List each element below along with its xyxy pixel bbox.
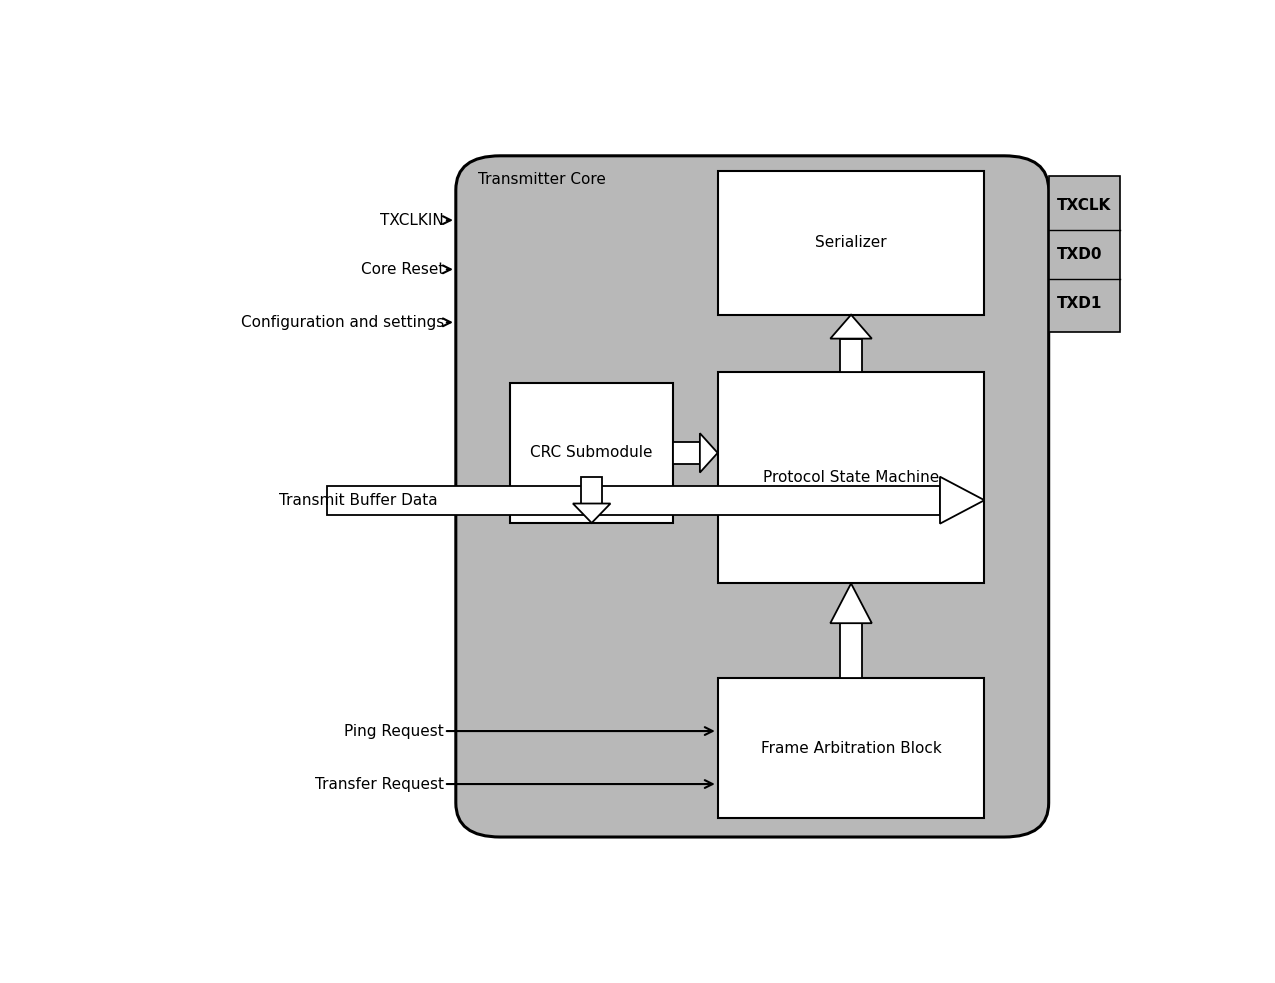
Polygon shape [673, 442, 700, 464]
Text: Transmitter Core: Transmitter Core [478, 172, 606, 188]
Bar [1048, 176, 1119, 332]
Text: Transfer Request: Transfer Request [315, 777, 444, 791]
Text: Configuration and settings: Configuration and settings [241, 315, 444, 330]
Bar [718, 372, 984, 584]
Text: Transmit Buffer Data: Transmit Buffer Data [279, 492, 439, 507]
FancyBboxPatch shape [456, 155, 1048, 838]
Polygon shape [700, 434, 718, 473]
Text: TXD1: TXD1 [1057, 296, 1102, 311]
Polygon shape [840, 623, 862, 678]
Text: TXCLK: TXCLK [1057, 198, 1111, 212]
Text: TXD0: TXD0 [1057, 247, 1102, 261]
Polygon shape [940, 477, 984, 524]
Text: CRC Submodule: CRC Submodule [530, 445, 653, 460]
Text: Protocol State Machine: Protocol State Machine [762, 470, 940, 485]
Polygon shape [328, 486, 940, 515]
Text: Serializer: Serializer [815, 235, 887, 251]
Polygon shape [830, 315, 872, 338]
Polygon shape [581, 477, 602, 503]
Text: TXCLKIN: TXCLKIN [380, 212, 444, 228]
Polygon shape [840, 338, 862, 372]
Text: Ping Request: Ping Request [344, 723, 444, 738]
Bar [510, 383, 673, 523]
Bar [718, 171, 984, 315]
Text: Core Reset: Core Reset [361, 261, 444, 277]
Text: Frame Arbitration Block: Frame Arbitration Block [761, 740, 941, 756]
Polygon shape [830, 584, 872, 623]
Polygon shape [572, 503, 611, 523]
Bar [718, 678, 984, 818]
